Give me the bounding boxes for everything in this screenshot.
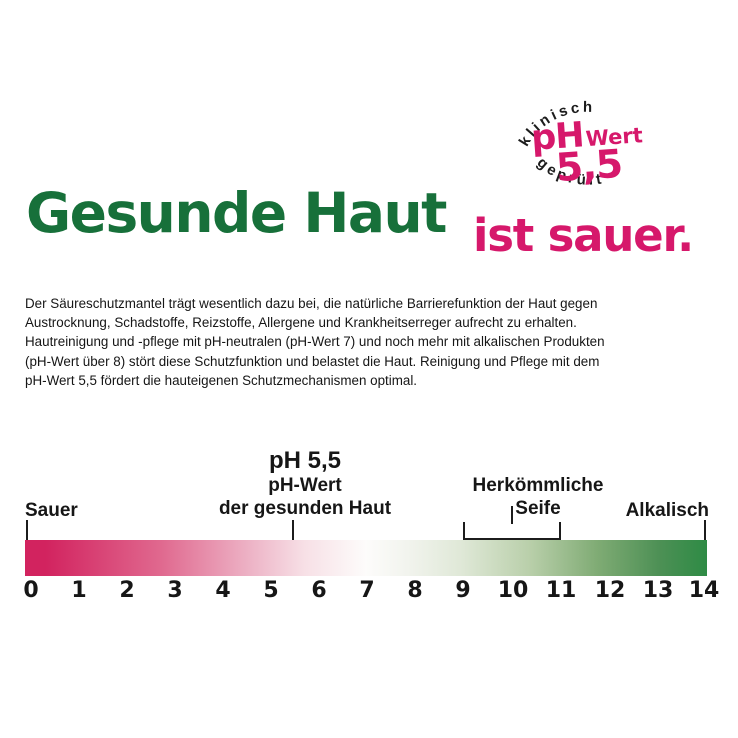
- ph-number: 12: [594, 578, 626, 603]
- headline-primary: Gesunde Haut: [26, 181, 447, 245]
- seal-arc-text: klinisch geprüft: [516, 99, 603, 189]
- tick-alkaline: [704, 520, 706, 540]
- ph-number: 14: [688, 578, 720, 603]
- label-acidic: Sauer: [25, 500, 78, 521]
- label-conventional-soap-line1: Herkömmliche: [472, 475, 604, 496]
- ph-number: 6: [311, 578, 327, 603]
- ph-scale-labels: Sauer pH 5,5 pH-Wert der gesunden Haut H…: [25, 448, 709, 540]
- ph-number: 8: [407, 578, 423, 603]
- label-conventional-soap: Herkömmliche Seife: [393, 474, 683, 520]
- label-alkaline: Alkalisch: [625, 500, 709, 521]
- body-paragraph: Der Säureschutzmantel trägt wesentlich d…: [25, 294, 719, 390]
- ph-number: 5: [263, 578, 279, 603]
- ph-gradient-bar: [25, 540, 707, 576]
- bracket-conventional-soap: [463, 522, 561, 540]
- body-line: (pH-Wert über 8) stört diese Schutzfunkt…: [25, 353, 600, 369]
- clinically-tested-seal: klinisch geprüft pH Wert 5,5: [508, 96, 668, 212]
- ph-number: 1: [71, 578, 87, 603]
- ph-number: 7: [359, 578, 375, 603]
- headline-accent: ist sauer.: [473, 209, 694, 262]
- ph-number: 13: [642, 578, 674, 603]
- ph-number: 9: [455, 578, 471, 603]
- tick-healthy-skin: [292, 520, 294, 540]
- ph-number: 3: [167, 578, 183, 603]
- label-conventional-soap-line2: Seife: [515, 498, 561, 519]
- body-line: Hautreinigung und -pflege mit pH-neutral…: [25, 334, 605, 350]
- label-healthy-skin: pH 5,5 pH-Wert der gesunden Haut: [110, 448, 500, 520]
- ph-number: 0: [23, 578, 39, 603]
- ph-number: 10: [497, 578, 529, 603]
- ph-number: 11: [545, 578, 577, 603]
- page-title: Gesunde Haut ist sauer.: [26, 186, 716, 268]
- body-line: Austrocknung, Schadstoffe, Reizstoffe, A…: [25, 315, 577, 331]
- ph-number: 4: [215, 578, 231, 603]
- ph-scale: Sauer pH 5,5 pH-Wert der gesunden Haut H…: [23, 448, 719, 608]
- label-healthy-skin-line3: der gesunden Haut: [218, 498, 392, 519]
- body-line: pH-Wert 5,5 fördert die hauteigenen Schu…: [25, 372, 418, 388]
- label-healthy-skin-line1: pH 5,5: [268, 447, 342, 474]
- label-healthy-skin-line2: pH-Wert: [268, 475, 342, 496]
- seal-core: pH Wert 5,5: [506, 114, 670, 190]
- ph-scale-numbers: 0 1 2 3 4 5 6 7 8 9 10 11 12 13 14: [23, 578, 719, 608]
- body-line: Der Säureschutzmantel trägt wesentlich d…: [25, 296, 598, 311]
- tick-acidic: [26, 520, 28, 540]
- ph-number: 2: [119, 578, 135, 603]
